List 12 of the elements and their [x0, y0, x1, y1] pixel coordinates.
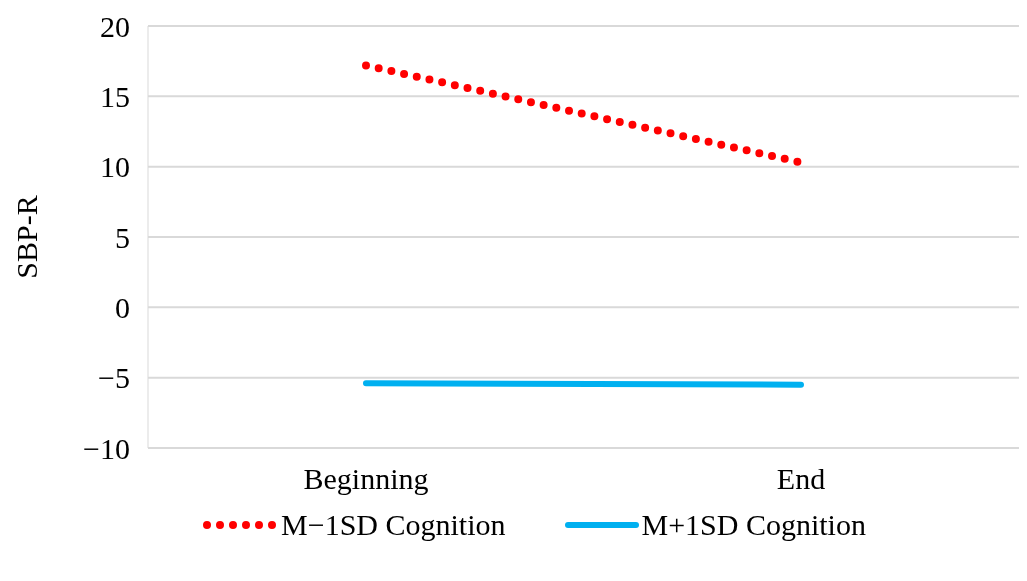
- y-tick-label: 20: [100, 9, 130, 43]
- y-axis-title: SBP-R: [9, 195, 43, 279]
- y-tick-label: −10: [83, 431, 130, 465]
- y-tick-label: 5: [115, 220, 130, 254]
- y-tick-label: −5: [98, 361, 130, 395]
- x-tick-label: End: [776, 462, 826, 496]
- y-tick-label: 10: [100, 150, 130, 184]
- y-tick-label: 15: [100, 79, 130, 113]
- legend-label: M+1SD Cognition: [641, 508, 866, 542]
- x-tick-label: Beginning: [303, 462, 429, 496]
- legend-label: M−1SD Cognition: [281, 508, 506, 542]
- y-tick-label: 0: [115, 290, 130, 324]
